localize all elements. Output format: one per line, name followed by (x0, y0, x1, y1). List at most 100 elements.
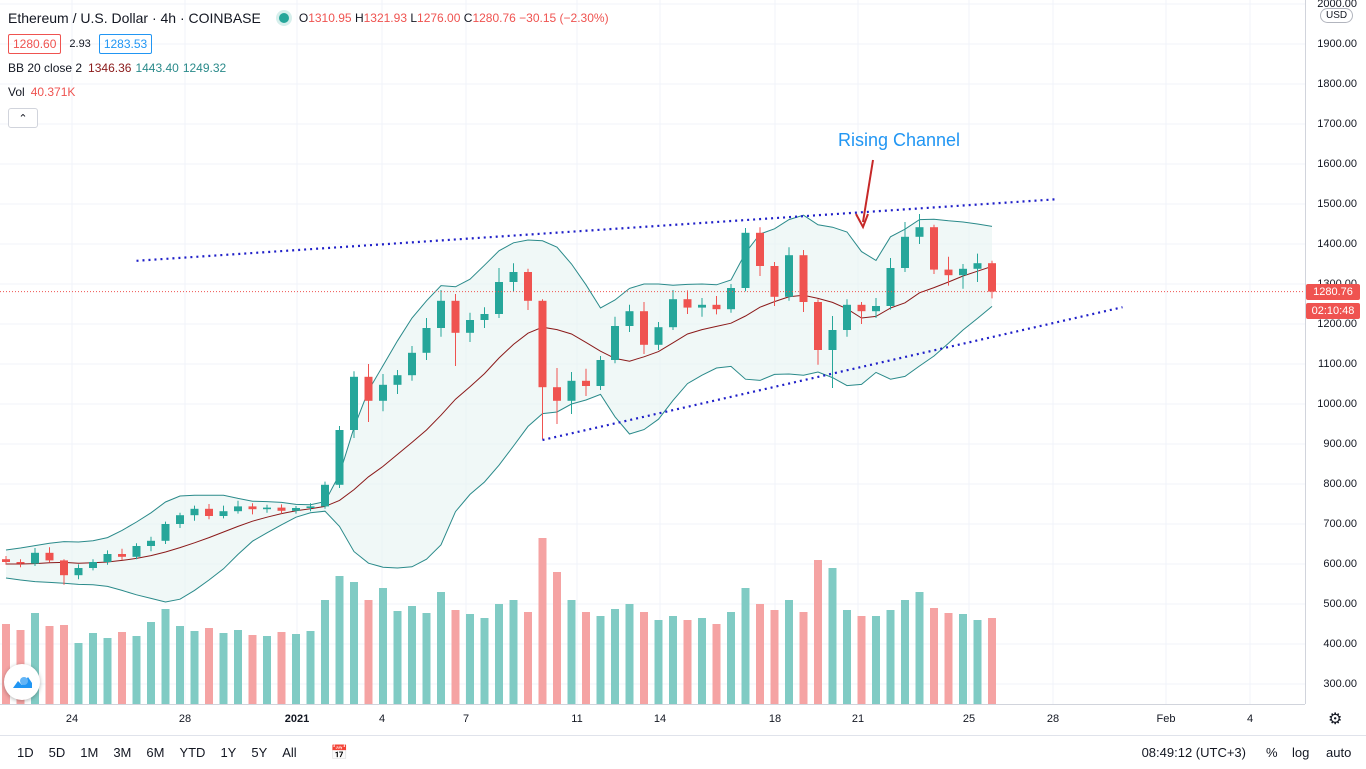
volume-bar (364, 600, 373, 704)
volume-bar (132, 636, 141, 704)
auto-scale-toggle[interactable]: auto (1326, 745, 1352, 760)
bb-indicator-legend[interactable]: BB 20 close 2 1346.36 1443.40 1249.32 (8, 61, 227, 75)
volume-bar (524, 612, 532, 704)
market-status-icon (278, 13, 289, 23)
price-tick: 1800.00 (1317, 78, 1357, 90)
candle-body (437, 300, 445, 328)
candle-body (219, 511, 228, 516)
candle (234, 500, 242, 514)
volume-bar (770, 610, 779, 704)
timezone-clock[interactable]: 08:49:12 (UTC+3) (1141, 745, 1246, 760)
candle (988, 260, 996, 299)
price-tick: 600.00 (1323, 558, 1357, 570)
volume-bar (321, 600, 329, 704)
last-price-badge: 1280.76 (1306, 283, 1360, 300)
candle (2, 556, 10, 565)
candle-body (234, 506, 242, 512)
candle (741, 228, 750, 292)
range-button-all[interactable]: All (282, 745, 297, 760)
time-tick: 21 (851, 713, 865, 725)
candle (118, 548, 126, 560)
time-tick: 24 (65, 713, 79, 725)
candle (843, 299, 851, 337)
candle-body (814, 302, 822, 350)
currency-badge[interactable]: USD (1320, 8, 1354, 23)
volume-bar (683, 620, 692, 704)
volume-bar (611, 609, 619, 704)
range-button-5y[interactable]: 5Y (251, 745, 268, 760)
candle (509, 263, 518, 292)
price-tick: 400.00 (1323, 638, 1357, 650)
volume-bar (147, 622, 155, 704)
candle (799, 250, 808, 312)
candle-body (422, 328, 431, 353)
range-button-1d[interactable]: 1D (17, 745, 34, 760)
candle-body (857, 304, 866, 312)
range-button-3m[interactable]: 3M (113, 745, 132, 760)
time-tick: 11 (571, 713, 583, 725)
volume-bar (408, 606, 416, 704)
candle (640, 302, 648, 354)
candle (31, 548, 39, 566)
log-scale-toggle[interactable]: log (1292, 745, 1310, 760)
percent-scale-toggle[interactable]: % (1266, 745, 1278, 760)
volume-bar (306, 631, 315, 704)
candle-body (930, 227, 938, 270)
time-axis[interactable]: 24 28 2021 4 7 11 14 18 21 25 28 Feb 4 (0, 704, 1305, 735)
candle-body (886, 268, 895, 306)
tradingview-logo[interactable] (4, 664, 40, 700)
gear-icon[interactable]: ⚙ (1328, 711, 1343, 728)
candle-body (698, 304, 706, 308)
candle-body (944, 269, 953, 276)
candle-body (364, 376, 373, 401)
symbol-title[interactable]: Ethereum / U.S. Dollar · 4h · COINBASE (8, 10, 261, 26)
volume-bar (959, 614, 967, 704)
price-tick: 900.00 (1323, 438, 1357, 450)
candle-body (611, 326, 619, 360)
candle (872, 298, 880, 318)
collapse-legend-button[interactable]: ⌃ (8, 108, 38, 128)
range-button-5d[interactable]: 5D (48, 745, 66, 760)
calendar-range-icon[interactable]: 📅 (330, 744, 349, 760)
volume-layer (2, 538, 996, 704)
annotation-arrowhead (855, 213, 869, 230)
sell-button[interactable]: 1280.60 (8, 34, 62, 54)
price-chart[interactable]: Rising Channel (0, 0, 1305, 704)
annotation-arrow (862, 159, 874, 223)
range-button-1y[interactable]: 1Y (220, 745, 237, 760)
volume-bar (712, 624, 721, 704)
candle (814, 299, 822, 365)
range-button-6m[interactable]: 6M (146, 745, 165, 760)
volume-bar (161, 609, 170, 704)
volume-bar (625, 604, 634, 704)
candle (190, 505, 199, 521)
candle-body (161, 524, 170, 541)
candle-body (973, 263, 982, 269)
candle (306, 503, 315, 512)
price-tick: 1900.00 (1317, 38, 1357, 50)
price-axis[interactable]: 2000.00 1900.00 1800.00 1700.00 1600.00 1500.… (1305, 0, 1366, 704)
candle (582, 368, 590, 396)
volume-bar (422, 613, 431, 704)
volume-bar (582, 612, 590, 704)
volume-bar (495, 604, 503, 704)
volume-bar (248, 635, 257, 704)
range-button-ytd[interactable]: YTD (179, 745, 206, 760)
candle-body (248, 506, 257, 510)
candle (89, 559, 97, 571)
bottom-toolbar: 1D 5D 1M 3M 6M YTD 1Y 5Y All 📅 08:49:12 (UTC+3) … (0, 735, 1366, 769)
candle (567, 372, 576, 414)
candle (828, 316, 837, 388)
candle-body (176, 515, 184, 524)
volume-bar (393, 611, 402, 704)
candle-body (132, 546, 141, 557)
candle (712, 296, 721, 315)
volume-bar (335, 576, 344, 704)
volume-bar (234, 630, 242, 704)
candle-body (292, 508, 300, 511)
range-button-1m[interactable]: 1M (80, 745, 99, 760)
volume-indicator-legend[interactable]: Vol 40.371K (8, 85, 76, 99)
candle (683, 290, 692, 314)
candle-body (741, 232, 750, 288)
buy-button[interactable]: 1283.53 (98, 34, 153, 54)
